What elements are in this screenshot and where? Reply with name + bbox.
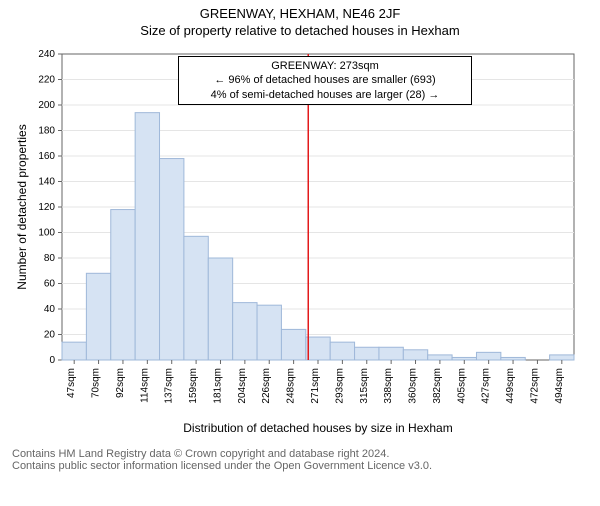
svg-text:405sqm: 405sqm: [456, 368, 467, 404]
svg-text:137sqm: 137sqm: [164, 368, 175, 404]
svg-text:140: 140: [38, 177, 55, 188]
svg-text:114sqm: 114sqm: [139, 368, 150, 403]
svg-text:60: 60: [44, 279, 56, 290]
svg-text:200: 200: [38, 100, 55, 111]
svg-text:160: 160: [38, 151, 55, 162]
svg-text:382sqm: 382sqm: [432, 368, 443, 404]
footer-line-2: Contains public sector information licen…: [12, 460, 588, 472]
svg-text:0: 0: [49, 355, 55, 366]
svg-text:159sqm: 159sqm: [188, 368, 199, 404]
svg-text:204sqm: 204sqm: [237, 368, 248, 404]
svg-text:Number of detached properties: Number of detached properties: [15, 124, 29, 289]
footer-line-1: Contains HM Land Registry data © Crown c…: [12, 448, 588, 460]
svg-text:20: 20: [44, 330, 56, 341]
svg-text:240: 240: [38, 49, 55, 60]
svg-text:472sqm: 472sqm: [529, 368, 540, 404]
svg-text:40: 40: [44, 304, 56, 315]
svg-text:338sqm: 338sqm: [383, 368, 394, 404]
svg-text:226sqm: 226sqm: [261, 368, 272, 404]
svg-text:92sqm: 92sqm: [115, 368, 126, 398]
svg-text:248sqm: 248sqm: [286, 368, 297, 404]
annotation-line-2: ← 96% of detached houses are smaller (69…: [185, 73, 465, 87]
svg-text:80: 80: [44, 253, 56, 264]
svg-text:47sqm: 47sqm: [66, 368, 77, 398]
svg-text:449sqm: 449sqm: [505, 368, 516, 404]
page-title: GREENWAY, HEXHAM, NE46 2JF: [0, 6, 600, 21]
annotation-line-3: 4% of semi-detached houses are larger (2…: [185, 88, 465, 102]
svg-text:220: 220: [38, 75, 55, 86]
annotation-box: GREENWAY: 273sqm ← 96% of detached house…: [178, 56, 472, 105]
svg-text:180: 180: [38, 126, 55, 137]
svg-text:Distribution of detached house: Distribution of detached houses by size …: [183, 421, 452, 435]
svg-text:360sqm: 360sqm: [408, 368, 419, 404]
annotation-line-1: GREENWAY: 273sqm: [185, 59, 465, 73]
footer: Contains HM Land Registry data © Crown c…: [0, 442, 600, 472]
svg-text:427sqm: 427sqm: [481, 368, 492, 404]
svg-text:293sqm: 293sqm: [334, 368, 345, 404]
svg-text:494sqm: 494sqm: [554, 368, 565, 404]
chart-subtitle: Size of property relative to detached ho…: [0, 23, 600, 38]
svg-text:120: 120: [38, 202, 55, 213]
chart-container: 0 20 40 60 80 100 120 140 160 180 200 220 240 47sqm 70…: [10, 42, 590, 442]
svg-text:70sqm: 70sqm: [91, 368, 102, 398]
svg-text:271sqm: 271sqm: [310, 368, 321, 404]
svg-text:100: 100: [38, 228, 55, 239]
svg-text:315sqm: 315sqm: [359, 368, 370, 404]
svg-text:181sqm: 181sqm: [212, 368, 223, 404]
